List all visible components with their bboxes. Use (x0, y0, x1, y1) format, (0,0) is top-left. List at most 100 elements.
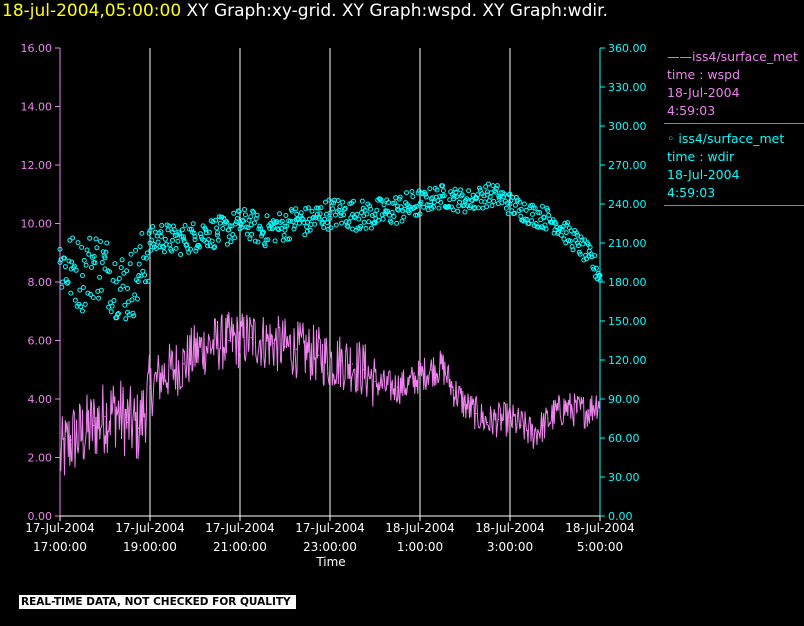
wdir-point (462, 209, 468, 215)
wdir-point (404, 190, 409, 196)
wdir-point (573, 237, 579, 243)
wdir-point (318, 205, 324, 211)
wdir-point (94, 245, 100, 251)
wdir-point (447, 197, 453, 203)
wdir-point (236, 209, 242, 215)
wspd-point (126, 421, 129, 423)
y-axis-left-tick-label: 4.00 (28, 393, 53, 406)
wdir-point (252, 238, 258, 244)
wspd-point (565, 407, 567, 409)
y-axis-right-tick-label: 30.00 (608, 471, 640, 484)
wdir-point (567, 238, 573, 244)
wdir-point (364, 211, 370, 217)
wdir-point (188, 226, 194, 232)
wdir-point (225, 227, 231, 233)
wdir-series (57, 181, 603, 322)
wdir-point (148, 247, 154, 253)
wdir-point (421, 204, 427, 210)
wdir-point (490, 183, 496, 189)
wdir-point (281, 232, 287, 238)
wdir-point (262, 243, 268, 249)
wdir-point (514, 198, 520, 204)
wdir-point (93, 236, 99, 242)
wdir-point (458, 187, 463, 193)
wdir-point (316, 216, 322, 222)
wdir-point (342, 205, 348, 211)
wdir-point (453, 189, 459, 195)
wdir-point (369, 213, 375, 218)
wdir-point (413, 212, 418, 218)
wdir-point (434, 187, 440, 193)
wdir-point (481, 193, 487, 199)
wdir-point (520, 217, 526, 223)
wdir-point (98, 287, 104, 293)
wdir-point (505, 211, 511, 217)
wdir-point (116, 276, 122, 281)
wdir-point (570, 247, 576, 253)
wdir-point (232, 235, 238, 241)
wdir-point (584, 256, 589, 262)
wdir-point (494, 183, 500, 189)
axes: 0.00 2.00 4.00 6.00 8.00 10.00 12.00 14.00 16.00… (21, 42, 647, 554)
wspd-point (486, 421, 489, 423)
wdir-point (418, 199, 424, 205)
wspd-point (374, 380, 376, 383)
y-axis-left-tick-label: 8.00 (28, 276, 53, 289)
wspd-point (385, 386, 387, 388)
wdir-point (209, 238, 215, 244)
wdir-point (258, 226, 264, 232)
legend-wspd-source: ——iss4/surface_met (667, 49, 798, 64)
header-timestamp: 18-jul-2004,05:00:00 (2, 1, 182, 21)
x-axis-tick-label-date: 17-Jul-2004 (115, 521, 185, 535)
wdir-point (441, 193, 447, 199)
wdir-point (68, 290, 74, 296)
wdir-point (322, 216, 328, 222)
wdir-point (282, 227, 288, 233)
wdir-point (220, 226, 226, 231)
wdir-point (142, 272, 148, 278)
wdir-point (398, 204, 404, 210)
wspd-point (351, 363, 354, 365)
wdir-point (91, 253, 97, 259)
wspd-point (318, 354, 320, 356)
wdir-point (388, 219, 394, 225)
wdir-point (287, 218, 293, 224)
wdir-point (530, 205, 536, 211)
wdir-point (118, 265, 124, 271)
wdir-point (301, 220, 307, 225)
wdir-point (122, 302, 128, 308)
wdir-point (242, 207, 247, 212)
wdir-point (211, 245, 217, 251)
wdir-point (242, 212, 248, 218)
wdir-point (414, 212, 420, 218)
wdir-point (134, 296, 140, 302)
wdir-point (302, 232, 308, 238)
legend-wspd-time: 4:59:03 (667, 103, 716, 118)
x-axis-tick-label-time: 21:00:00 (213, 540, 267, 554)
wdir-point (538, 217, 544, 223)
wdir-point (423, 194, 429, 200)
wdir-point (145, 278, 151, 284)
wdir-point (436, 205, 442, 211)
wspd-point (239, 339, 241, 342)
wdir-point (235, 208, 241, 214)
wdir-point (323, 199, 328, 205)
wdir-point (427, 186, 433, 192)
wdir-point (532, 205, 538, 211)
y-axis-right-tick-label: 240.00 (608, 198, 647, 211)
wdir-point (108, 309, 114, 315)
wdir-point (395, 206, 400, 212)
wdir-point (589, 254, 595, 260)
wdir-point (161, 249, 167, 255)
wdir-point (512, 210, 517, 216)
wdir-point (581, 257, 587, 263)
wdir-point (582, 237, 588, 243)
wspd-point (183, 363, 185, 365)
wdir-point (530, 211, 535, 217)
wdir-point (426, 202, 432, 208)
wdir-point (255, 239, 261, 245)
wdir-point (305, 228, 310, 234)
y-axis-right-tick-label: 210.00 (608, 237, 647, 250)
wdir-point (234, 216, 240, 221)
wdir-point (417, 211, 423, 217)
